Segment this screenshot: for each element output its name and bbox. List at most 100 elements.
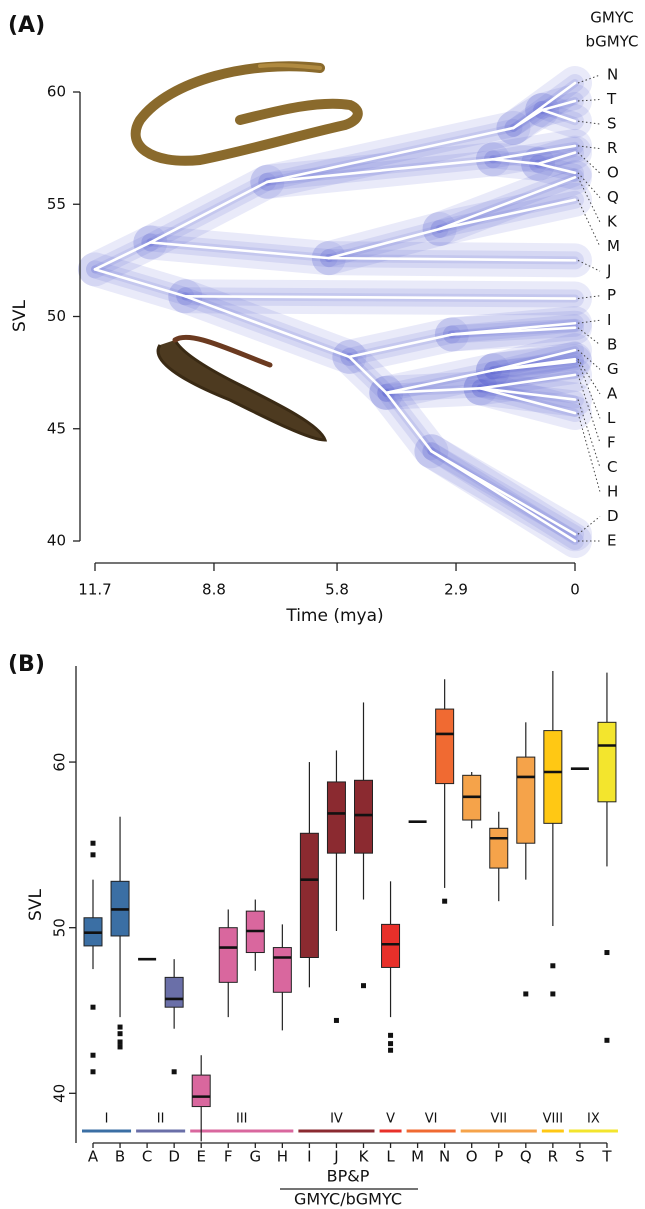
- lizard-body: [130, 61, 363, 166]
- tip-label: P: [607, 286, 616, 304]
- tip-label: L: [607, 409, 616, 427]
- group-label: VI: [425, 1112, 438, 1127]
- x-tick-label: S: [575, 1148, 585, 1166]
- x-tick-label: C: [142, 1148, 152, 1166]
- x-tick-label: 5.8: [325, 581, 349, 599]
- group-label: IX: [587, 1112, 600, 1127]
- group-label: I: [105, 1112, 109, 1127]
- panel-label: (A): [8, 13, 45, 38]
- tip-leader: [577, 199, 601, 247]
- header: bGMYC: [586, 33, 639, 51]
- lizard-tail: [172, 334, 273, 368]
- outlier: [388, 1032, 394, 1038]
- outlier: [550, 991, 556, 997]
- tip-leader: [577, 172, 601, 198]
- tree-edge: [536, 162, 577, 175]
- tip-label: C: [607, 458, 617, 476]
- outlier: [117, 1024, 123, 1030]
- tip-leader: [577, 516, 601, 535]
- tree-edge: [438, 198, 577, 231]
- group-label: III: [236, 1112, 248, 1127]
- x-tick-label: J: [333, 1148, 338, 1166]
- group-label: IV: [330, 1112, 343, 1127]
- tip-label: N: [607, 66, 618, 84]
- tip-label: F: [607, 433, 616, 451]
- outlier: [117, 1031, 123, 1037]
- y-tick-label: 50: [51, 918, 69, 937]
- x-tick-label: R: [548, 1148, 558, 1166]
- x-tick-label: L: [386, 1148, 395, 1166]
- outlier: [361, 983, 366, 989]
- y-tick-label: 60: [47, 83, 66, 101]
- outlier: [90, 1069, 96, 1075]
- x-tick-label: Q: [520, 1148, 532, 1166]
- tree-edge: [450, 326, 577, 336]
- x-tick-label: P: [494, 1148, 503, 1166]
- tree-edge: [149, 180, 269, 244]
- x-tick-label: B: [115, 1148, 125, 1166]
- tree-edge: [491, 158, 540, 166]
- tip-label: M: [607, 237, 620, 255]
- tree-edge: [183, 294, 351, 359]
- y-tick-label: 50: [47, 307, 66, 325]
- tree-edge: [491, 348, 577, 372]
- tip-leader: [577, 358, 601, 395]
- tree-edge: [327, 256, 577, 262]
- outlier: [90, 1004, 96, 1010]
- x-tick-label: G: [249, 1148, 261, 1166]
- y-tick-label: 55: [47, 195, 66, 213]
- lizard-illustration: [130, 61, 363, 442]
- x-tick-label: K: [359, 1148, 370, 1166]
- tree-edge: [149, 241, 331, 260]
- y-tick-label: 60: [51, 753, 69, 772]
- group-label: V: [386, 1112, 395, 1127]
- tip-label: D: [607, 507, 619, 525]
- x-axis-label: BP&P: [327, 1167, 370, 1186]
- x-tick-label: M: [411, 1148, 424, 1166]
- tree-edge: [430, 449, 577, 543]
- y-axis-label: SVL: [10, 300, 30, 332]
- y-tick-label: 45: [47, 419, 66, 437]
- box: [164, 976, 184, 1008]
- tree-edge: [266, 126, 515, 184]
- tip-label: G: [607, 360, 619, 378]
- tip-leader: [577, 349, 601, 370]
- tree-edge: [384, 391, 433, 453]
- x-tick-label: 0: [570, 581, 580, 599]
- tree-edge: [540, 99, 577, 112]
- tree-edge: [512, 108, 544, 130]
- tip-label: T: [606, 90, 617, 108]
- tip-leader: [577, 412, 601, 493]
- tip-label: J: [606, 262, 611, 280]
- outlier: [117, 1044, 123, 1050]
- tip-label: B: [607, 335, 617, 353]
- lizard-tail: [258, 63, 322, 70]
- tip-label: E: [607, 532, 616, 550]
- tree-edge: [266, 158, 495, 184]
- header: GMYC: [590, 9, 633, 27]
- tree-edge: [183, 294, 577, 300]
- x-axis-label: Time (mya): [285, 606, 383, 626]
- outlier: [90, 1052, 96, 1058]
- tip-label: A: [607, 384, 618, 402]
- x-axis-label: GMYC/bGMYC: [294, 1190, 402, 1209]
- tree-edge: [93, 241, 152, 271]
- tree-edge: [479, 387, 577, 401]
- box: [597, 721, 617, 803]
- x-tick-label: I: [307, 1148, 311, 1166]
- outlier: [117, 1039, 123, 1045]
- uncertainty-bands: [78, 66, 592, 558]
- tip-label: I: [607, 311, 611, 329]
- tip-leader: [577, 177, 601, 223]
- box: [272, 947, 292, 993]
- x-tick-label: N: [439, 1148, 450, 1166]
- group-label: II: [157, 1112, 165, 1127]
- tree-edge: [491, 144, 577, 161]
- panel-label: (B): [8, 652, 45, 677]
- tree-edge: [491, 360, 577, 372]
- tree-edge: [348, 333, 454, 359]
- box: [218, 927, 238, 983]
- tree-edge: [93, 268, 187, 298]
